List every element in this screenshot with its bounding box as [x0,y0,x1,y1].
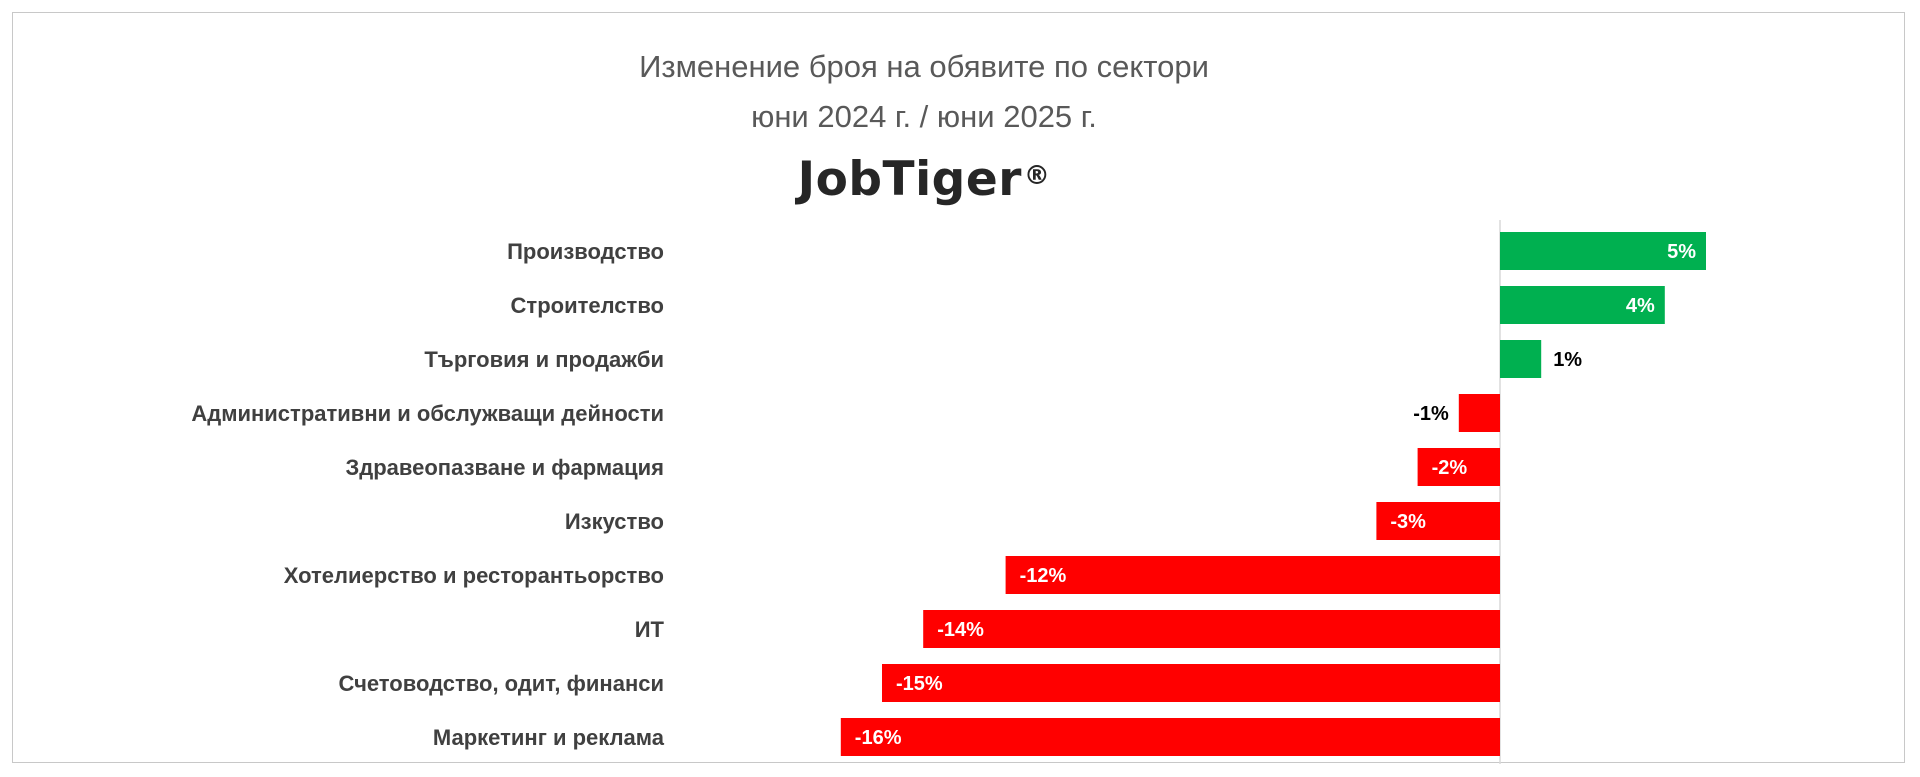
jobtiger-logo: JobTiger® [0,150,1848,210]
category-label: Маркетинг и реклама [433,725,665,750]
data-label: -1% [1413,403,1449,425]
chart-subtitle: юни 2024 г. / юни 2025 г. [751,99,1097,134]
data-label: -16% [855,727,902,749]
data-label: 5% [1667,241,1696,263]
bar [840,718,1500,756]
category-label: Изкуство [565,509,664,534]
registered-mark: ® [1023,161,1051,191]
bar [1458,394,1500,432]
category-label: Хотелиерство и ресторантьорство [284,563,664,588]
category-label: Търговия и продажби [424,347,664,372]
category-label: Счетоводство, одит, финанси [338,671,664,696]
category-label: Административни и обслужващи дейности [191,401,664,426]
bar [1500,340,1542,378]
data-label: -3% [1390,511,1426,533]
data-label: -14% [937,619,984,641]
data-label: 4% [1626,295,1655,317]
category-label: Строителство [511,293,664,318]
data-label: 1% [1553,349,1582,371]
data-label: -15% [896,673,943,695]
category-label: ИТ [635,617,665,642]
logo-text: JobTiger [797,152,1022,207]
chart-title: Изменение броя на обявите по сектори [639,49,1209,84]
data-label: -2% [1432,457,1468,479]
bar [1005,556,1500,594]
data-label: -12% [1020,565,1067,587]
category-label: Производство [507,239,664,264]
bar [923,610,1500,648]
bar [1500,232,1706,270]
category-label: Здравеопазване и фармация [345,455,664,480]
bar [1417,448,1500,486]
bar [1500,286,1665,324]
bar [882,664,1500,702]
bar [1376,502,1500,540]
